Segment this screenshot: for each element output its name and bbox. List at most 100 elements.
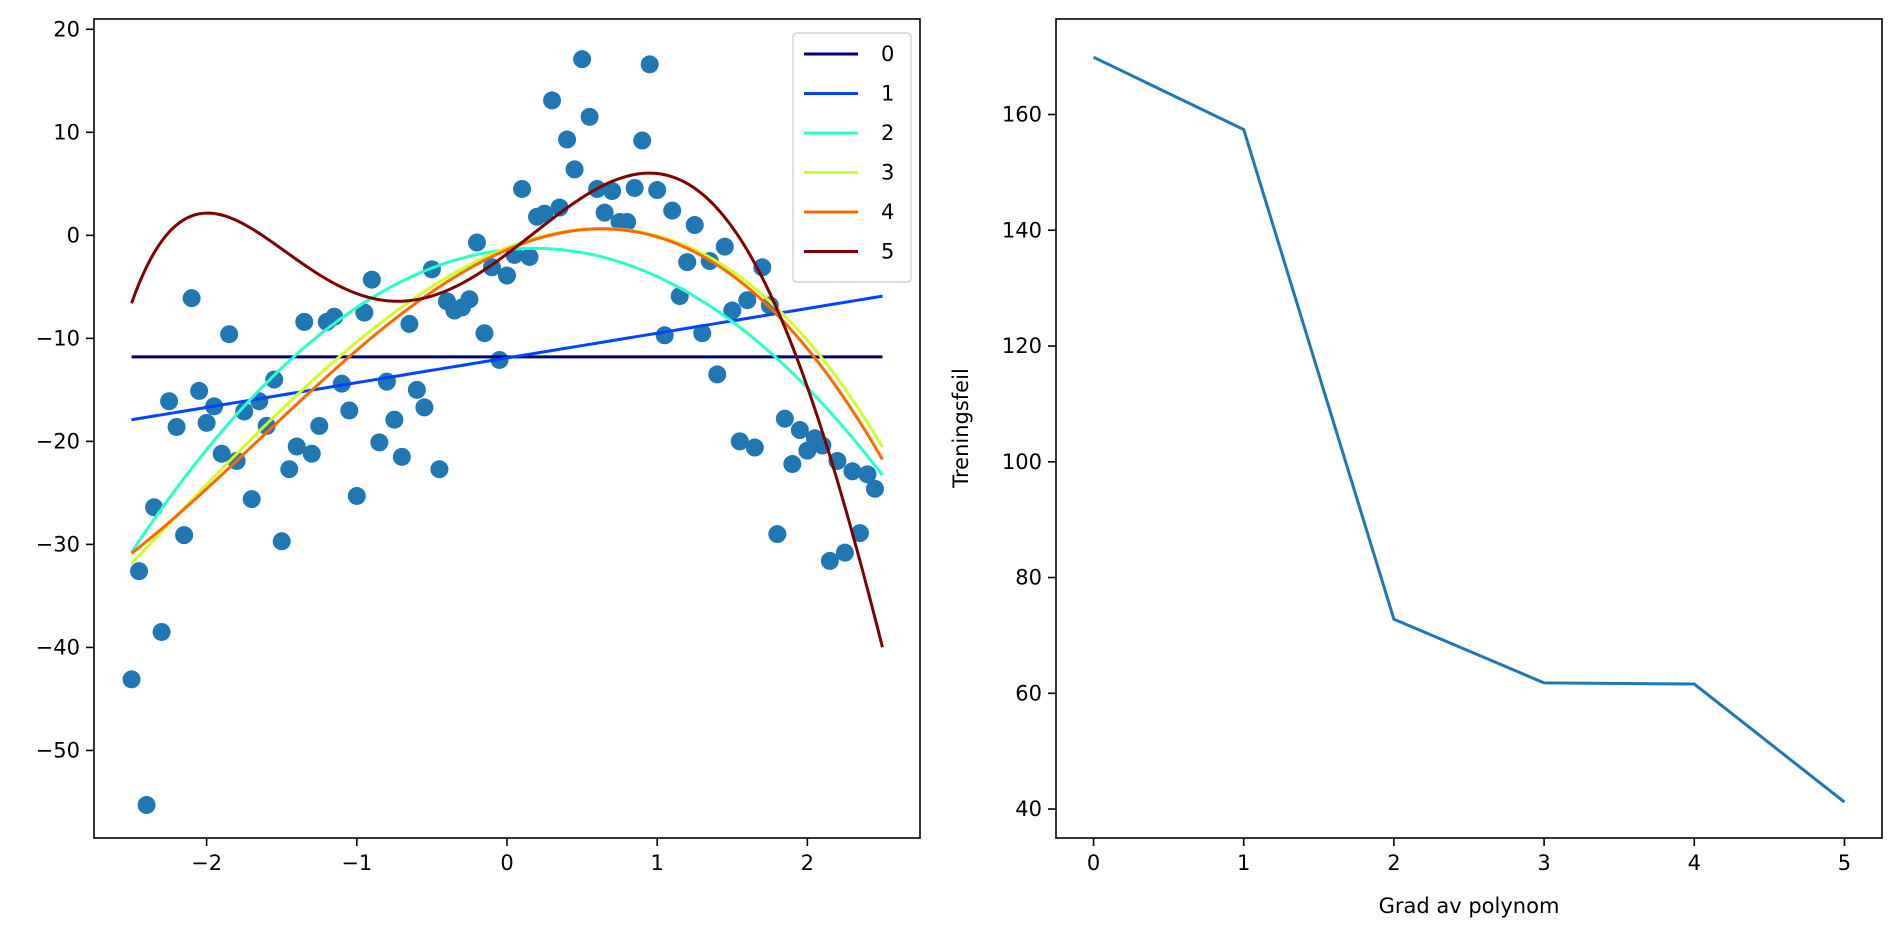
legend: 0 1 2 3 4 5 (792, 32, 912, 283)
data-point (167, 417, 186, 436)
data-point (520, 247, 539, 266)
fit-curve-degree-5 (130, 171, 884, 648)
right-y-tick-label: 60 (1015, 681, 1042, 705)
data-point (498, 266, 516, 285)
data-points (122, 50, 884, 815)
left-x-tick-label: 0 (500, 851, 513, 875)
data-point (633, 131, 652, 150)
data-point (745, 438, 764, 457)
data-point (625, 178, 644, 197)
data-point (835, 543, 854, 562)
data-point (708, 365, 727, 384)
legend-label-degree-2: 2 (881, 121, 894, 145)
legend-label-degree-4: 4 (881, 200, 894, 224)
data-point (182, 289, 201, 308)
data-point (265, 370, 284, 389)
data-point (130, 562, 149, 581)
data-point (302, 444, 321, 463)
data-point (197, 413, 216, 432)
data-point (783, 455, 802, 474)
data-point (715, 237, 734, 256)
fit-curves (130, 171, 884, 648)
legend-label-degree-3: 3 (881, 161, 894, 185)
data-point (355, 303, 374, 322)
data-point (467, 233, 486, 252)
right-x-tick-label: 1 (1237, 851, 1250, 875)
data-point (775, 409, 794, 428)
data-point (400, 314, 419, 333)
data-point (790, 421, 809, 440)
left-x-tick-label: 2 (801, 851, 814, 875)
data-point (137, 796, 156, 815)
training-error-series (1092, 55, 1846, 804)
left-y-tick-label: −10 (36, 326, 80, 350)
data-point (543, 91, 562, 110)
data-point (242, 490, 261, 509)
right-x-tick-label: 0 (1087, 851, 1100, 875)
data-point (738, 291, 757, 310)
data-point (475, 324, 494, 343)
right-y-tick-label: 100 (1002, 450, 1042, 474)
data-point (580, 107, 599, 126)
data-point (865, 479, 884, 498)
x-axis-label: Grad av polynom (1379, 894, 1560, 918)
data-point (550, 198, 569, 217)
data-point (558, 130, 577, 149)
fit-curve-degree-4 (130, 227, 884, 555)
right-x-tick-label: 5 (1838, 851, 1851, 875)
data-point (407, 380, 426, 399)
data-point (287, 437, 306, 456)
data-point (843, 462, 862, 481)
data-point (347, 486, 366, 505)
left-x-tick-label: 1 (650, 851, 663, 875)
data-point (430, 460, 449, 479)
data-point (850, 524, 869, 543)
left-x-tick-label: −1 (341, 851, 372, 875)
data-point (392, 447, 411, 466)
right-y-tick-label: 140 (1002, 218, 1042, 242)
data-point (175, 526, 194, 545)
data-point (618, 212, 637, 231)
data-point (145, 498, 164, 517)
left-y-ticks: −50 −40 −30 −20 −10 0 10 20 (36, 17, 94, 762)
left-y-tick-label: 0 (67, 223, 80, 247)
data-point (385, 410, 404, 429)
y-axis-label: Treningsfeil (949, 368, 973, 489)
data-point (678, 253, 697, 272)
training-error-line (1092, 55, 1846, 804)
right-y-tick-label: 40 (1015, 797, 1042, 821)
data-point (295, 312, 314, 331)
fit-curve-degree-1 (131, 294, 883, 422)
data-point (595, 203, 614, 222)
left-y-tick-label: 10 (53, 120, 80, 144)
data-point (573, 50, 592, 69)
right-x-tick-label: 2 (1387, 851, 1400, 875)
data-point (190, 381, 209, 400)
left-x-tick-label: −2 (191, 851, 222, 875)
left-y-tick-label: −30 (36, 532, 80, 556)
legend-label-degree-0: 0 (881, 42, 894, 66)
data-point (648, 181, 667, 200)
legend-box (792, 32, 912, 283)
data-point (122, 670, 141, 689)
data-point (730, 432, 749, 451)
data-point (310, 416, 329, 435)
data-point (663, 201, 682, 220)
left-y-tick-label: 20 (53, 17, 80, 41)
data-point (212, 444, 231, 463)
data-point (768, 525, 787, 544)
data-point (362, 270, 381, 289)
left-y-tick-label: −20 (36, 429, 80, 453)
data-point (820, 551, 839, 570)
legend-label-degree-5: 5 (881, 240, 894, 264)
right-axes-frame (1055, 18, 1883, 839)
data-point (272, 532, 291, 551)
left-y-tick-label: −50 (36, 738, 80, 762)
data-point (160, 392, 179, 411)
data-point (565, 160, 584, 179)
right-y-tick-label: 160 (1002, 103, 1042, 127)
right-x-ticks: 0 1 2 3 4 5 (1087, 838, 1851, 875)
